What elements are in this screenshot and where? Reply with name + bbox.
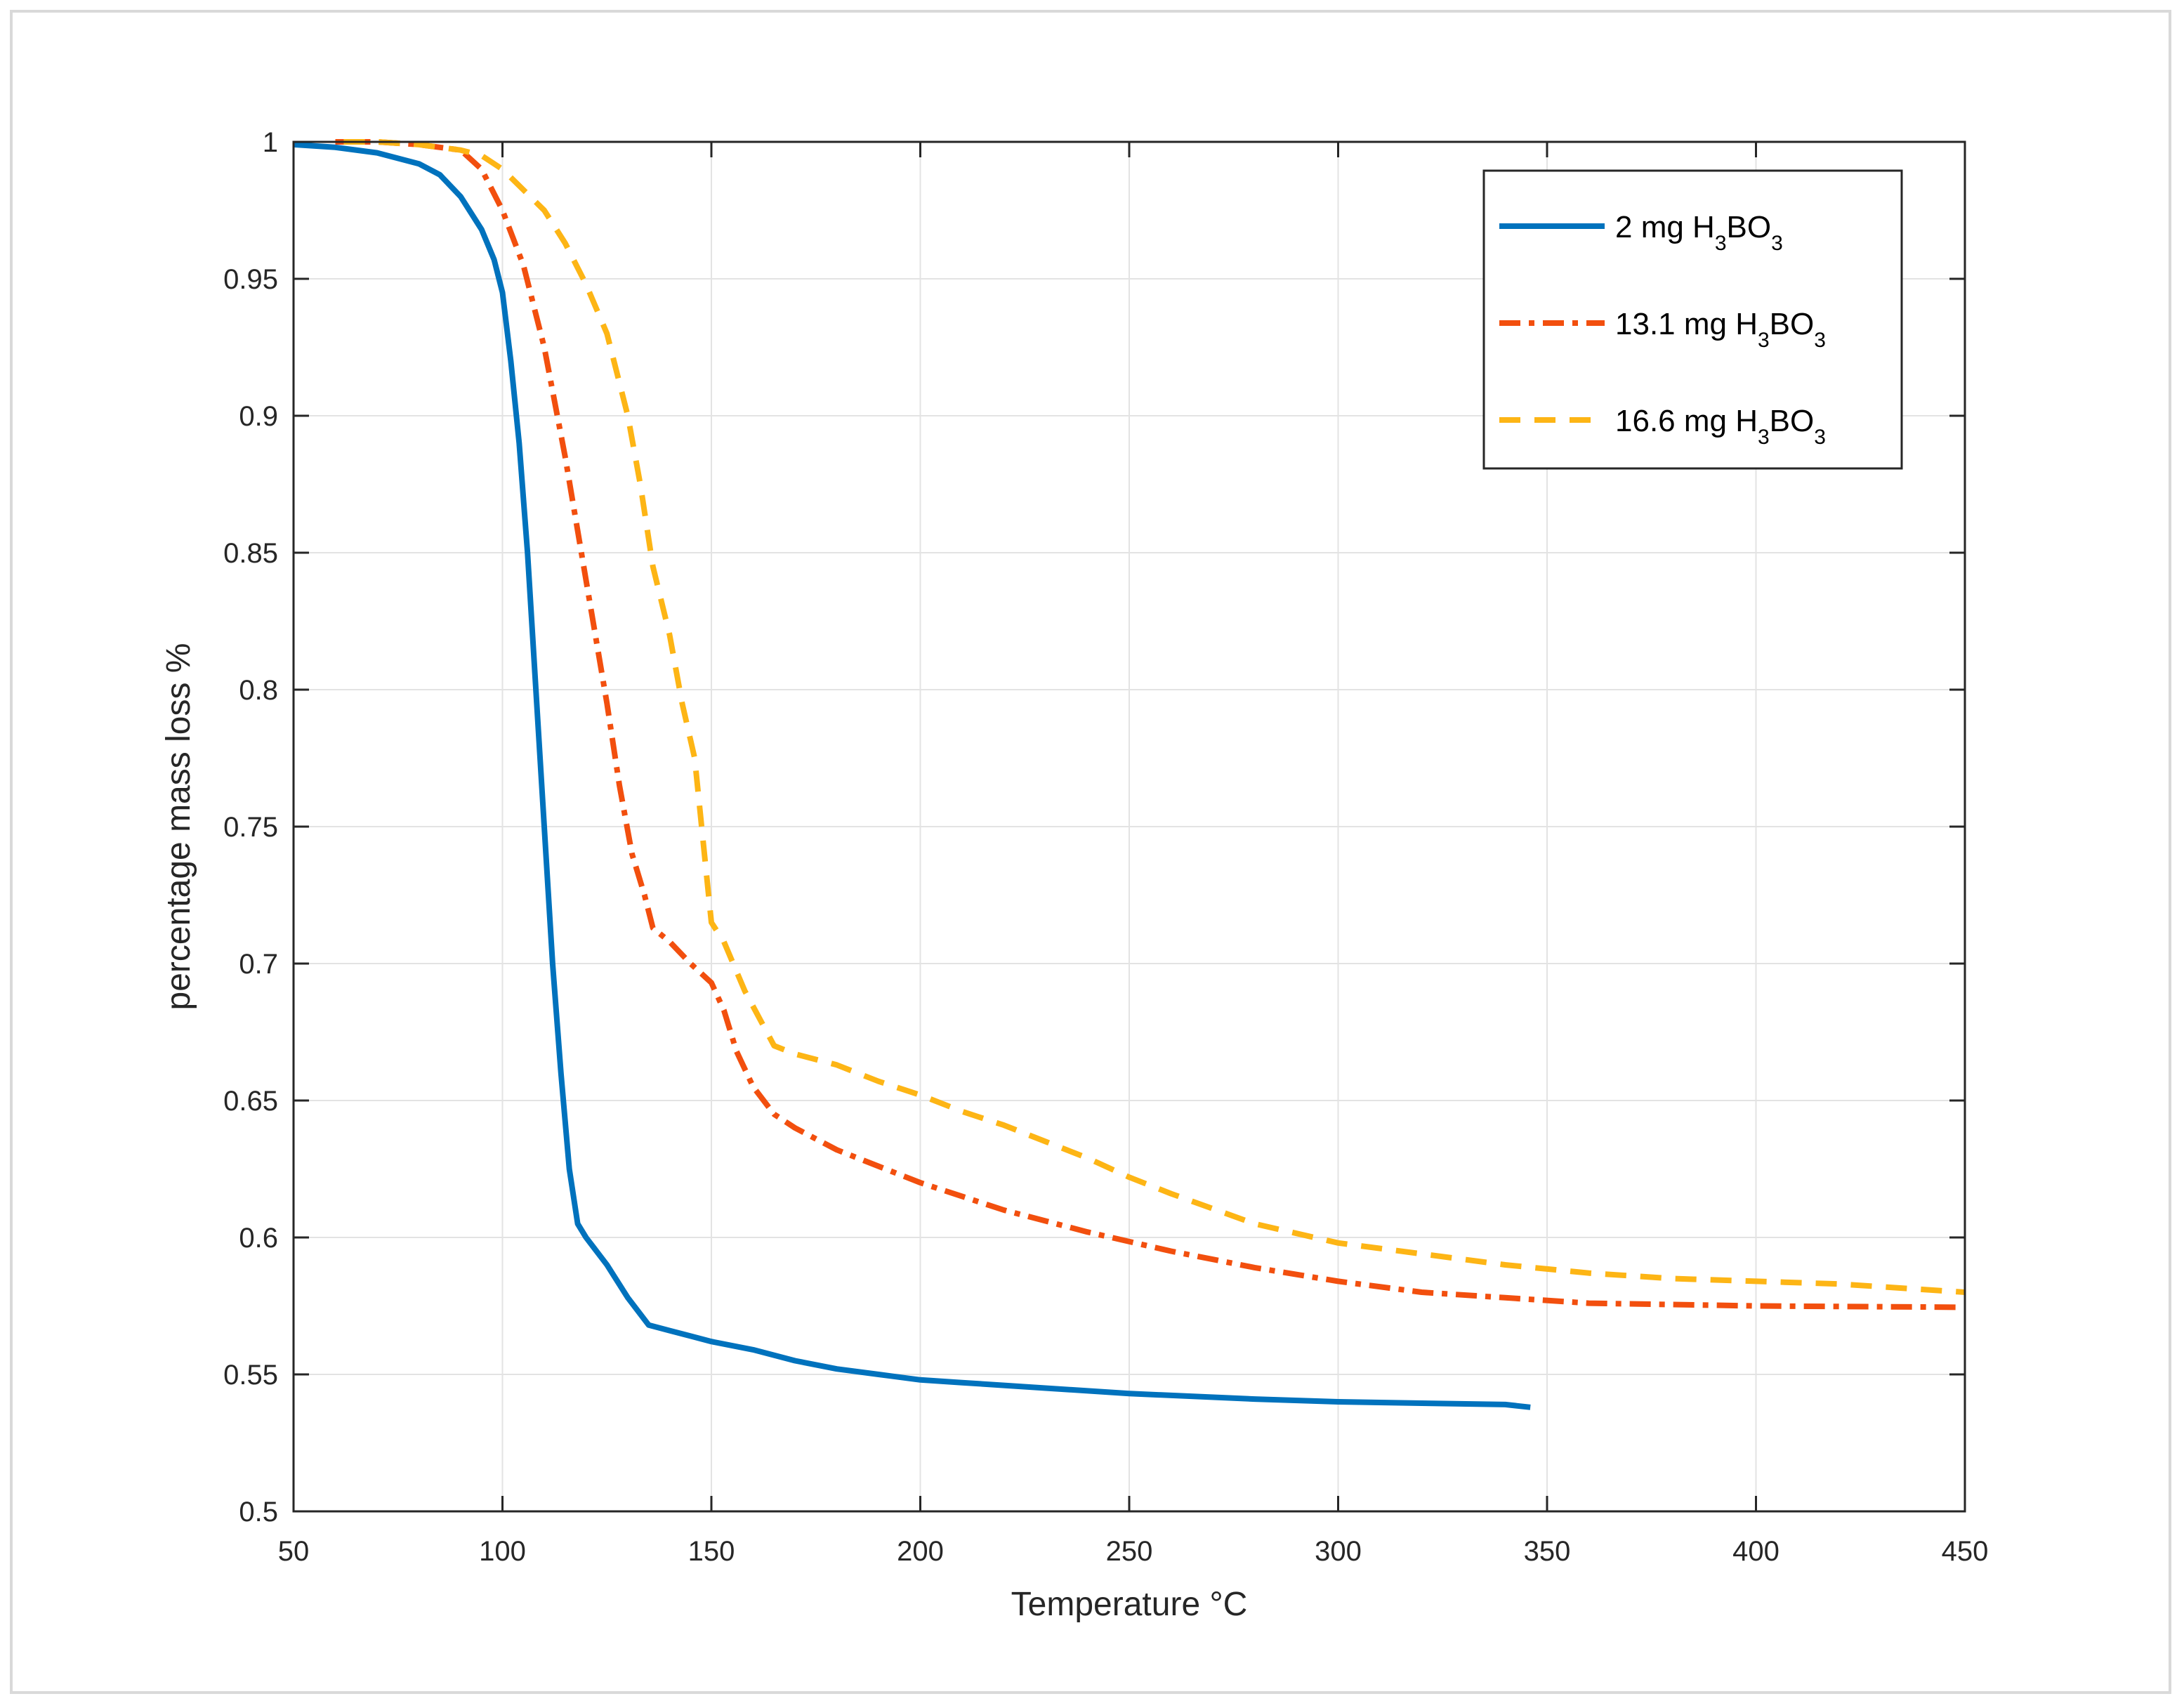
y-tick-label: 0.5: [239, 1497, 278, 1528]
y-tick-label: 0.7: [239, 949, 278, 980]
x-tick-label: 100: [479, 1536, 526, 1567]
y-tick-label: 0.9: [239, 401, 278, 432]
y-tick-label: 0.6: [239, 1223, 278, 1254]
x-tick-label: 250: [1106, 1536, 1153, 1567]
series-line-3: [343, 139, 1966, 1295]
legend: 2 mg H3BO3 13.1 mg H3BO3 16.6 mg H3BO3: [1482, 169, 1903, 470]
y-tick-label: 0.95: [223, 264, 278, 295]
x-tick-label: 50: [278, 1536, 310, 1567]
y-tick-label: 0.85: [223, 538, 278, 569]
tick-marks: [292, 140, 1966, 1513]
x-tick-label: 400: [1732, 1536, 1780, 1567]
y-tick-label: 0.55: [223, 1360, 278, 1391]
x-tick-label: 450: [1942, 1536, 1989, 1567]
legend-label-1: 2 mg H3BO3: [1615, 210, 1783, 255]
y-axis-label: percentage mass loss %: [160, 643, 197, 1011]
legend-label-3: 16.6 mg H3BO3: [1615, 404, 1826, 449]
series-line-1: [293, 141, 1531, 1410]
series-line-2: [335, 139, 1966, 1310]
y-tick-labels: 0.5 0.55 0.6 0.65 0.7 0.75 0.8 0.85 0.9 0.95 1: [223, 127, 278, 1528]
x-tick-labels: 50 100 150 200 250 300 350 400 450: [278, 1536, 1989, 1567]
series-layer: [293, 139, 1966, 1410]
y-tick-label: 0.8: [239, 675, 278, 706]
x-tick-label: 300: [1315, 1536, 1362, 1567]
x-tick-label: 200: [897, 1536, 944, 1567]
x-axis-label: Temperature °C: [1011, 1586, 1248, 1623]
y-tick-label: 1: [263, 127, 278, 158]
x-tick-label: 350: [1524, 1536, 1571, 1567]
legend-label-2: 13.1 mg H3BO3: [1615, 307, 1826, 352]
y-tick-label: 0.65: [223, 1086, 278, 1117]
x-tick-label: 150: [688, 1536, 735, 1567]
y-tick-label: 0.75: [223, 812, 278, 843]
